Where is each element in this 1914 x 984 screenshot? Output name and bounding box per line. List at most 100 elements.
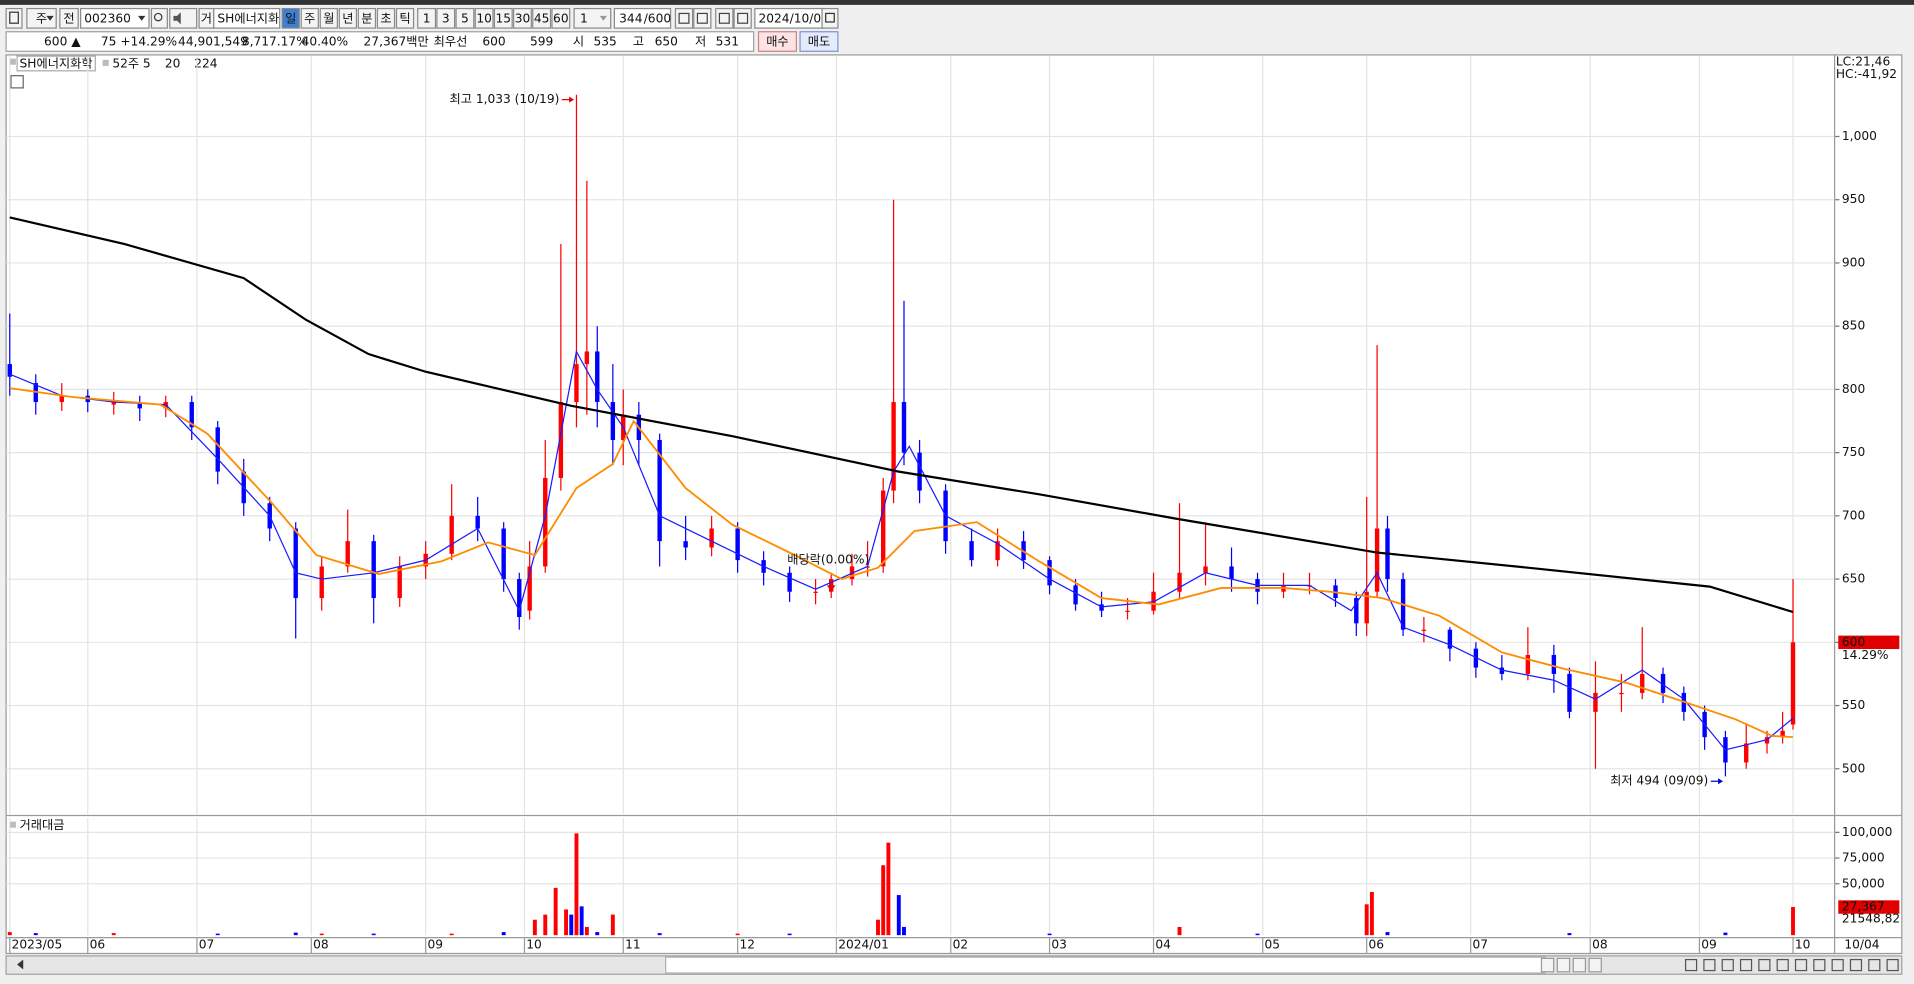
interval-button[interactable] xyxy=(474,7,494,29)
candle-body xyxy=(813,591,818,593)
volume-bar xyxy=(1369,891,1374,936)
scroll-control[interactable] xyxy=(1572,957,1587,973)
interval-input[interactable] xyxy=(573,7,612,29)
volume-bar xyxy=(7,932,12,936)
interval-button[interactable] xyxy=(417,7,437,29)
sound-icon[interactable] xyxy=(169,7,198,29)
interval-button[interactable] xyxy=(436,7,456,29)
interval-button[interactable] xyxy=(551,7,571,29)
period-button[interactable] xyxy=(319,7,338,29)
interval-button[interactable] xyxy=(532,7,552,29)
candle-body xyxy=(1374,528,1380,592)
view-control[interactable] xyxy=(1868,958,1881,972)
period-button[interactable] xyxy=(300,7,319,29)
x-tick-label: 2023/05 xyxy=(12,937,63,951)
candle-body xyxy=(1203,566,1208,573)
tool-icon-glyph xyxy=(718,12,730,24)
menu-icon-glyph xyxy=(9,11,19,24)
period-button[interactable] xyxy=(395,7,415,29)
x-tick-label: 02 xyxy=(953,937,969,951)
y-tick-label: 750 xyxy=(1842,445,1865,459)
name-input[interactable] xyxy=(213,7,281,29)
view-control[interactable] xyxy=(1684,958,1698,972)
volume-bar xyxy=(579,906,584,936)
candle-body xyxy=(901,402,907,453)
quote-price: 600 ▲ xyxy=(44,35,81,49)
view-control[interactable] xyxy=(1794,958,1808,972)
view-control[interactable] xyxy=(1831,958,1844,972)
dropdown-arrow xyxy=(599,15,608,21)
view-control[interactable] xyxy=(1849,958,1863,972)
view-control[interactable] xyxy=(1886,958,1899,972)
candle-body xyxy=(7,364,12,377)
candle-body xyxy=(1364,591,1369,624)
period-button[interactable] xyxy=(338,7,358,29)
quote-bar-bg xyxy=(5,31,755,52)
candle-body xyxy=(584,351,590,365)
all-button-text: 전 xyxy=(63,11,74,25)
candle-body xyxy=(1229,566,1234,580)
candle-body xyxy=(397,566,402,599)
tool-icon[interactable] xyxy=(733,7,752,29)
view-control[interactable] xyxy=(1721,958,1734,972)
period-button[interactable] xyxy=(376,7,396,29)
x-tick-label: 10 xyxy=(526,937,542,951)
candle-body xyxy=(1421,629,1427,631)
candle-body xyxy=(1447,629,1453,649)
period-dropdown-text: 주 xyxy=(36,11,47,25)
interval-button[interactable] xyxy=(493,7,513,29)
tool-icon[interactable] xyxy=(715,7,734,29)
quote-high-label: 고 xyxy=(633,35,644,49)
tool-icon[interactable] xyxy=(693,7,712,29)
period-button[interactable] xyxy=(357,7,377,29)
quote-open-label: 시 xyxy=(573,35,584,49)
volume-bar xyxy=(1791,907,1795,936)
volume-bar xyxy=(610,914,615,936)
view-control[interactable] xyxy=(1758,958,1771,972)
quote-open: 535 xyxy=(594,35,617,49)
interval-button[interactable] xyxy=(455,7,475,29)
view-control[interactable] xyxy=(1813,958,1826,972)
volume-bar xyxy=(886,842,891,936)
scrollbar-thumb[interactable] xyxy=(665,956,1546,974)
legend-ma: 20 xyxy=(165,57,181,71)
interval-button-text: 1 xyxy=(423,11,431,25)
scroll-left[interactable] xyxy=(17,959,24,970)
candle-body xyxy=(1354,598,1359,624)
volume-bar xyxy=(735,933,740,936)
legend-icon xyxy=(9,58,16,65)
interval-button[interactable] xyxy=(513,7,532,29)
buy-button[interactable] xyxy=(757,31,797,52)
menu-icon[interactable] xyxy=(5,7,23,29)
candle-body xyxy=(1593,692,1598,712)
quote-turnover: 40.40% xyxy=(302,35,349,49)
period-dropdown[interactable] xyxy=(26,7,57,29)
view-control[interactable] xyxy=(1739,958,1753,972)
hc-label: HC:-41,92 xyxy=(1836,67,1897,81)
sell-button[interactable] xyxy=(799,31,839,52)
scroll-control[interactable] xyxy=(1540,957,1555,973)
quote-amount: 27,367백만 xyxy=(364,35,429,49)
candle-body xyxy=(1177,572,1182,592)
scroll-control[interactable] xyxy=(1556,957,1571,973)
calendar-icon[interactable] xyxy=(821,7,839,29)
quote-bid: 599 xyxy=(530,35,553,49)
scroll-control[interactable] xyxy=(1588,957,1602,973)
candle-body xyxy=(319,566,324,599)
quote-volume-ratio: 8,717.17% xyxy=(242,35,308,49)
view-control[interactable] xyxy=(1703,958,1716,972)
view-control[interactable] xyxy=(1776,958,1789,972)
panel-settings-icon[interactable] xyxy=(10,75,24,89)
code-input[interactable] xyxy=(80,7,150,29)
period-button-text: 주 xyxy=(304,11,315,25)
period-button[interactable] xyxy=(281,7,300,29)
search-icon[interactable] xyxy=(150,7,168,29)
count-input[interactable] xyxy=(613,7,672,29)
volume-bar xyxy=(293,932,298,936)
all-button[interactable] xyxy=(59,7,79,29)
volume-bar xyxy=(657,933,662,936)
tool-icon[interactable] xyxy=(674,7,694,29)
candle-body xyxy=(880,490,886,567)
candle-body xyxy=(215,427,220,472)
y-tick-label: 800 xyxy=(1842,382,1865,396)
